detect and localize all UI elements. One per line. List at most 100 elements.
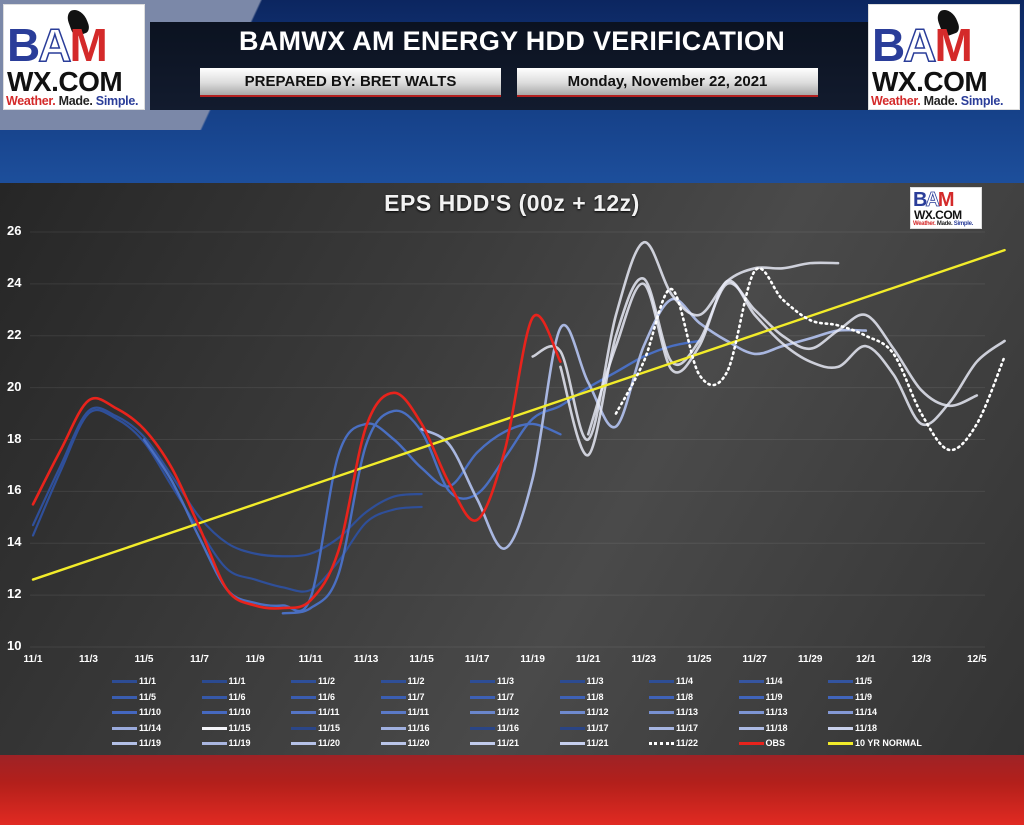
legend-label: 11/2 bbox=[407, 676, 425, 686]
legend-label: 11/19 bbox=[228, 738, 251, 748]
legend-item: 11/21 bbox=[559, 736, 609, 750]
legend-label: 11/22 bbox=[676, 738, 699, 748]
legend-label: 11/4 bbox=[676, 676, 694, 686]
legend-label: 11/21 bbox=[586, 738, 609, 748]
legend-label: 11/5 bbox=[139, 691, 157, 702]
logo-right: BAM WX.COM Weather. Made. Simple. bbox=[868, 4, 1020, 110]
chart-panel bbox=[0, 183, 1024, 755]
legend-item: 11/7 bbox=[470, 690, 514, 704]
legend-item: 11/15 bbox=[291, 721, 340, 735]
legend-item: 11/17 bbox=[649, 721, 698, 735]
logo-tagline: Weather. Made. Simple. bbox=[871, 94, 1004, 108]
logo-letter-a: A bbox=[902, 19, 937, 71]
legend-item: 11/12 bbox=[470, 705, 519, 719]
legend-swatch bbox=[738, 711, 764, 715]
y-tick-label: 22 bbox=[7, 326, 22, 342]
legend-label: 11/13 bbox=[676, 707, 699, 717]
legend-swatch bbox=[380, 695, 406, 699]
x-tick-label: 11/29 bbox=[798, 654, 823, 665]
legend-label: 11/6 bbox=[228, 691, 246, 702]
y-tick-label: 16 bbox=[7, 482, 22, 498]
legend-item: 11/5 bbox=[828, 674, 872, 688]
x-tick-label: 11/25 bbox=[686, 654, 712, 665]
logo-domain: WX.COM bbox=[7, 66, 123, 97]
y-tick-label: 20 bbox=[7, 378, 22, 394]
legend-label: 11/1 bbox=[139, 676, 157, 686]
legend-label: 11/7 bbox=[407, 691, 425, 702]
legend-label: 11/17 bbox=[676, 722, 699, 733]
legend-swatch bbox=[828, 711, 853, 715]
legend-swatch bbox=[649, 711, 674, 715]
y-tick-label: 24 bbox=[7, 274, 22, 290]
footer-band bbox=[0, 755, 1024, 825]
series-line-11-1-12z- bbox=[31, 406, 423, 558]
legend-item: 11/6 bbox=[201, 690, 246, 704]
legend-item: 11/1 bbox=[201, 674, 246, 688]
legend-label: 11/20 bbox=[318, 738, 341, 748]
series-line-11-1-00z- bbox=[31, 408, 423, 593]
legend-label: 11/16 bbox=[407, 722, 430, 733]
legend-swatch bbox=[470, 711, 495, 715]
legend-item: 11/20 bbox=[291, 736, 340, 750]
legend-label: 11/18 bbox=[765, 722, 788, 733]
legend-item: 11/18 bbox=[738, 721, 788, 735]
legend-swatch bbox=[291, 742, 316, 746]
line-plot bbox=[30, 231, 1006, 648]
legend-label: 11/6 bbox=[318, 691, 336, 702]
x-tick-label: 11/27 bbox=[742, 654, 767, 665]
legend-label: 11/4 bbox=[765, 676, 783, 686]
legend-swatch bbox=[649, 742, 674, 746]
legend-item: 11/7 bbox=[380, 690, 425, 704]
legend-label: 11/3 bbox=[497, 676, 515, 686]
legend-label: 11/15 bbox=[318, 722, 341, 733]
legend-label: 11/18 bbox=[855, 722, 878, 733]
series-line-11-5-00z- bbox=[142, 422, 562, 613]
legend-label: 11/7 bbox=[497, 691, 515, 702]
legend-item: 11/16 bbox=[470, 721, 519, 735]
legend-item: OBS bbox=[738, 736, 786, 750]
legend-swatch bbox=[828, 695, 853, 699]
legend-swatch bbox=[291, 695, 316, 699]
chart-watermark-logo: BAM WX.COM Weather. Made. Simple. bbox=[910, 187, 982, 229]
legend-item: 11/8 bbox=[649, 690, 693, 704]
legend-swatch bbox=[738, 742, 764, 746]
legend-swatch bbox=[201, 726, 227, 730]
logo-letter-b: B bbox=[872, 19, 905, 71]
x-tick-label: 11/19 bbox=[520, 654, 545, 665]
legend-label: 11/8 bbox=[676, 691, 694, 702]
legend-label: 11/20 bbox=[407, 738, 430, 748]
legend-item: 11/9 bbox=[828, 690, 872, 704]
logo-left: BAM WX.COM Weather. Made. Simple. bbox=[3, 4, 145, 110]
prepared-by-label: PREPARED BY: BRET WALTS bbox=[200, 68, 501, 97]
legend-label: 11/14 bbox=[139, 722, 162, 733]
legend-label: 11/2 bbox=[318, 676, 336, 686]
logo-letter-m: M bbox=[934, 19, 972, 71]
legend-swatch bbox=[559, 680, 585, 684]
legend-label: 11/17 bbox=[586, 722, 609, 733]
legend-item: 11/3 bbox=[559, 674, 604, 688]
legend-swatch bbox=[470, 695, 495, 699]
series-line-11-10-00z- bbox=[281, 339, 701, 615]
series-line-11-22 bbox=[614, 267, 1006, 452]
y-tick-label: 26 bbox=[7, 223, 22, 238]
series-line-11-19-00z- bbox=[531, 241, 840, 441]
legend-swatch bbox=[380, 726, 406, 730]
legend-label: 11/9 bbox=[855, 691, 873, 702]
x-tick-label: 11/3 bbox=[79, 654, 98, 665]
legend-item: 11/11 bbox=[291, 705, 340, 719]
legend-label: 11/13 bbox=[765, 707, 788, 717]
legend-swatch bbox=[738, 680, 764, 684]
legend-label: 11/10 bbox=[139, 707, 162, 717]
page-title: BAMWX AM ENERGY HDD VERIFICATION bbox=[238, 26, 786, 56]
x-tick-label: 11/11 bbox=[298, 654, 323, 665]
legend-item: 11/17 bbox=[559, 721, 609, 735]
x-tick-label: 11/17 bbox=[464, 654, 490, 665]
legend-swatch bbox=[380, 711, 406, 715]
legend-label: 10 YR NORMAL bbox=[855, 738, 922, 748]
legend-label: OBS bbox=[765, 738, 786, 748]
legend-swatch bbox=[380, 680, 406, 684]
legend-swatch bbox=[470, 742, 495, 746]
legend-item: 11/13 bbox=[649, 705, 698, 719]
legend-item: 10 YR NORMAL bbox=[828, 736, 922, 750]
x-tick-label: 12/3 bbox=[911, 654, 932, 665]
